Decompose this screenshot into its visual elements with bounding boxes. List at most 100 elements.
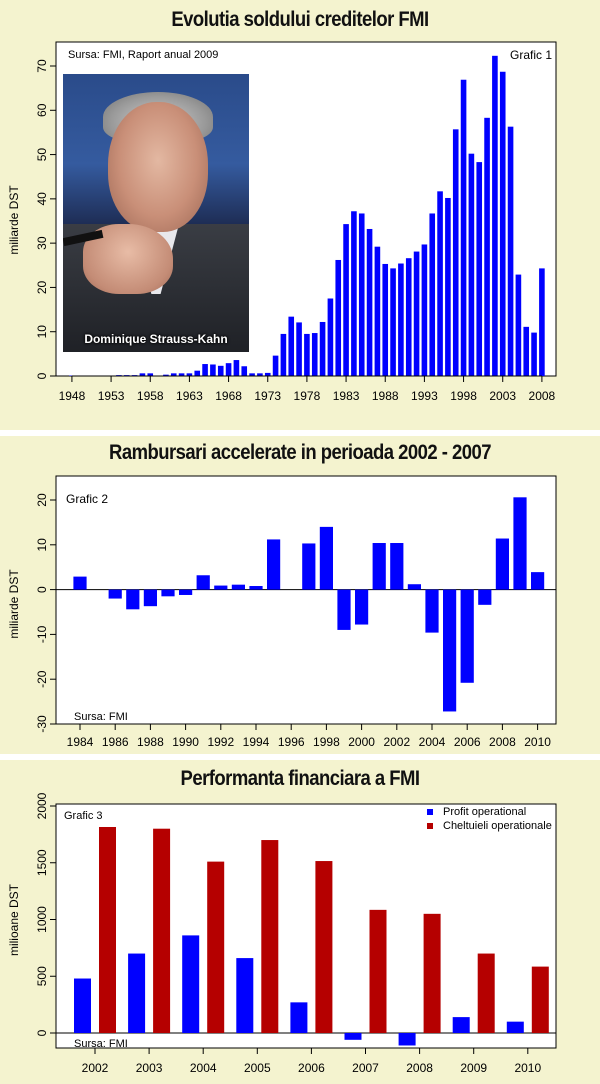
x-tick-label-2006: 2006 (298, 1061, 325, 1075)
bar-cheltuieli-2004 (207, 861, 225, 1033)
x-tick-label-2005: 2005 (244, 1061, 271, 1075)
bar-2008 (495, 538, 509, 590)
bar-cheltuieli-2010 (531, 966, 549, 1033)
x-tick-label-1968: 1968 (215, 389, 242, 403)
bar-2008 (539, 268, 545, 376)
bar-1993 (421, 244, 428, 376)
bar-1984 (73, 576, 87, 590)
chart-1-tag: Grafic 1 (510, 48, 552, 62)
bar-1978 (304, 333, 310, 376)
bar-profit-2005 (236, 958, 254, 1033)
bar-1992 (214, 585, 228, 590)
legend-label-0: Profit operational (443, 806, 526, 818)
bar-1998 (460, 79, 467, 376)
bar-1986 (366, 228, 373, 376)
x-tick-label-1994: 1994 (243, 735, 270, 749)
bar-1990 (398, 263, 404, 376)
x-tick-label-1993: 1993 (411, 389, 438, 403)
x-tick-label-2007: 2007 (352, 1061, 379, 1075)
x-tick-label-1992: 1992 (207, 735, 234, 749)
y-tick-label: 10 (35, 325, 49, 339)
bar-2002 (390, 543, 404, 590)
bar-profit-2007 (344, 1033, 362, 1040)
x-tick-label-1978: 1978 (294, 389, 321, 403)
bar-2000 (355, 589, 369, 625)
x-tick-label-1973: 1973 (254, 389, 281, 403)
y-axis-label: miliarde DST (7, 569, 21, 639)
bar-1963 (186, 373, 193, 376)
y-tick-label: 20 (35, 280, 49, 294)
panel-financial-performance: Performanta financiara a FMI 0 500 1000 150… (0, 760, 600, 1084)
legend-swatch-1 (427, 823, 433, 829)
x-tick-label-2006: 2006 (454, 735, 481, 749)
bar-2002 (492, 55, 498, 377)
x-tick-label-1996: 1996 (278, 735, 305, 749)
bar-1998 (319, 526, 333, 590)
x-tick-label-2002: 2002 (82, 1061, 109, 1075)
chart-2-source: Sursa: FMI (74, 711, 128, 723)
bar-1981 (327, 298, 334, 376)
bar-1988 (143, 589, 157, 607)
x-tick-label-1953: 1953 (98, 389, 125, 403)
bar-1968 (225, 363, 232, 376)
x-tick-label-1998: 1998 (313, 735, 340, 749)
bar-1970 (241, 366, 248, 376)
chart-3-title: Performanta financiara a FMI (180, 767, 420, 790)
bar-1979 (311, 333, 318, 376)
panel-accelerated-repayments: Rambursari accelerate in perioada 2002 -… (0, 436, 600, 754)
bar-1984 (351, 211, 357, 376)
x-tick-label-1948: 1948 (59, 389, 86, 403)
bar-1971 (249, 373, 255, 376)
bar-1997 (452, 129, 459, 376)
bar-1976 (288, 316, 295, 376)
bar-cheltuieli-2007 (369, 909, 387, 1033)
x-tick-label-1983: 1983 (333, 389, 360, 403)
y-tick-label: 50 (35, 148, 49, 162)
x-tick-label-2004: 2004 (190, 1061, 217, 1075)
bar-1983 (343, 224, 349, 376)
x-tick-label-1963: 1963 (176, 389, 203, 403)
bar-2006 (460, 589, 474, 683)
separator-2 (0, 754, 600, 760)
x-tick-label-2009: 2009 (460, 1061, 487, 1075)
bar-1999 (337, 589, 351, 630)
chart-2-tag: Grafic 2 (66, 492, 108, 506)
bar-1994 (249, 586, 263, 590)
bar-1996 (445, 197, 451, 376)
bar-2005 (443, 589, 457, 712)
y-tick-label: -10 (35, 625, 49, 643)
bar-2005 (515, 274, 522, 376)
y-tick-label: 500 (35, 966, 49, 986)
bar-1982 (335, 259, 342, 376)
y-axis-label: milioane DST (7, 883, 21, 956)
bar-1969 (233, 360, 240, 376)
y-axis-label: miliarde DST (7, 185, 21, 255)
bar-profit-2006 (290, 1002, 308, 1033)
y-tick-label: 2000 (35, 792, 49, 819)
bar-1964 (194, 370, 201, 376)
x-tick-label-1986: 1986 (102, 735, 129, 749)
bar-1986 (108, 589, 122, 599)
bar-1980 (319, 321, 326, 376)
bar-profit-2003 (128, 953, 146, 1033)
chart-2-title: Rambursari accelerate in perioada 2002 -… (108, 441, 492, 464)
bar-1962 (178, 373, 185, 376)
bar-2009 (513, 497, 527, 590)
bar-2007 (478, 589, 492, 605)
x-tick-label-2008: 2008 (406, 1061, 433, 1075)
y-tick-label: 0 (35, 372, 49, 379)
strauss-kahn-photo: Dominique Strauss-Kahn (63, 74, 249, 352)
x-tick-label-2008: 2008 (489, 735, 516, 749)
y-tick-label: -20 (35, 670, 49, 688)
bar-1966 (210, 364, 216, 376)
bar-1957 (139, 373, 146, 376)
y-tick-label: 70 (35, 59, 49, 73)
bar-2007 (531, 332, 537, 376)
bar-2004 (507, 126, 514, 377)
x-tick-label-2002: 2002 (383, 735, 410, 749)
bar-cheltuieli-2003 (153, 828, 171, 1033)
bar-profit-2009 (452, 1017, 470, 1033)
y-tick-label: 30 (35, 236, 49, 250)
bar-profit-2010 (506, 1021, 524, 1033)
bar-1990 (179, 589, 193, 595)
